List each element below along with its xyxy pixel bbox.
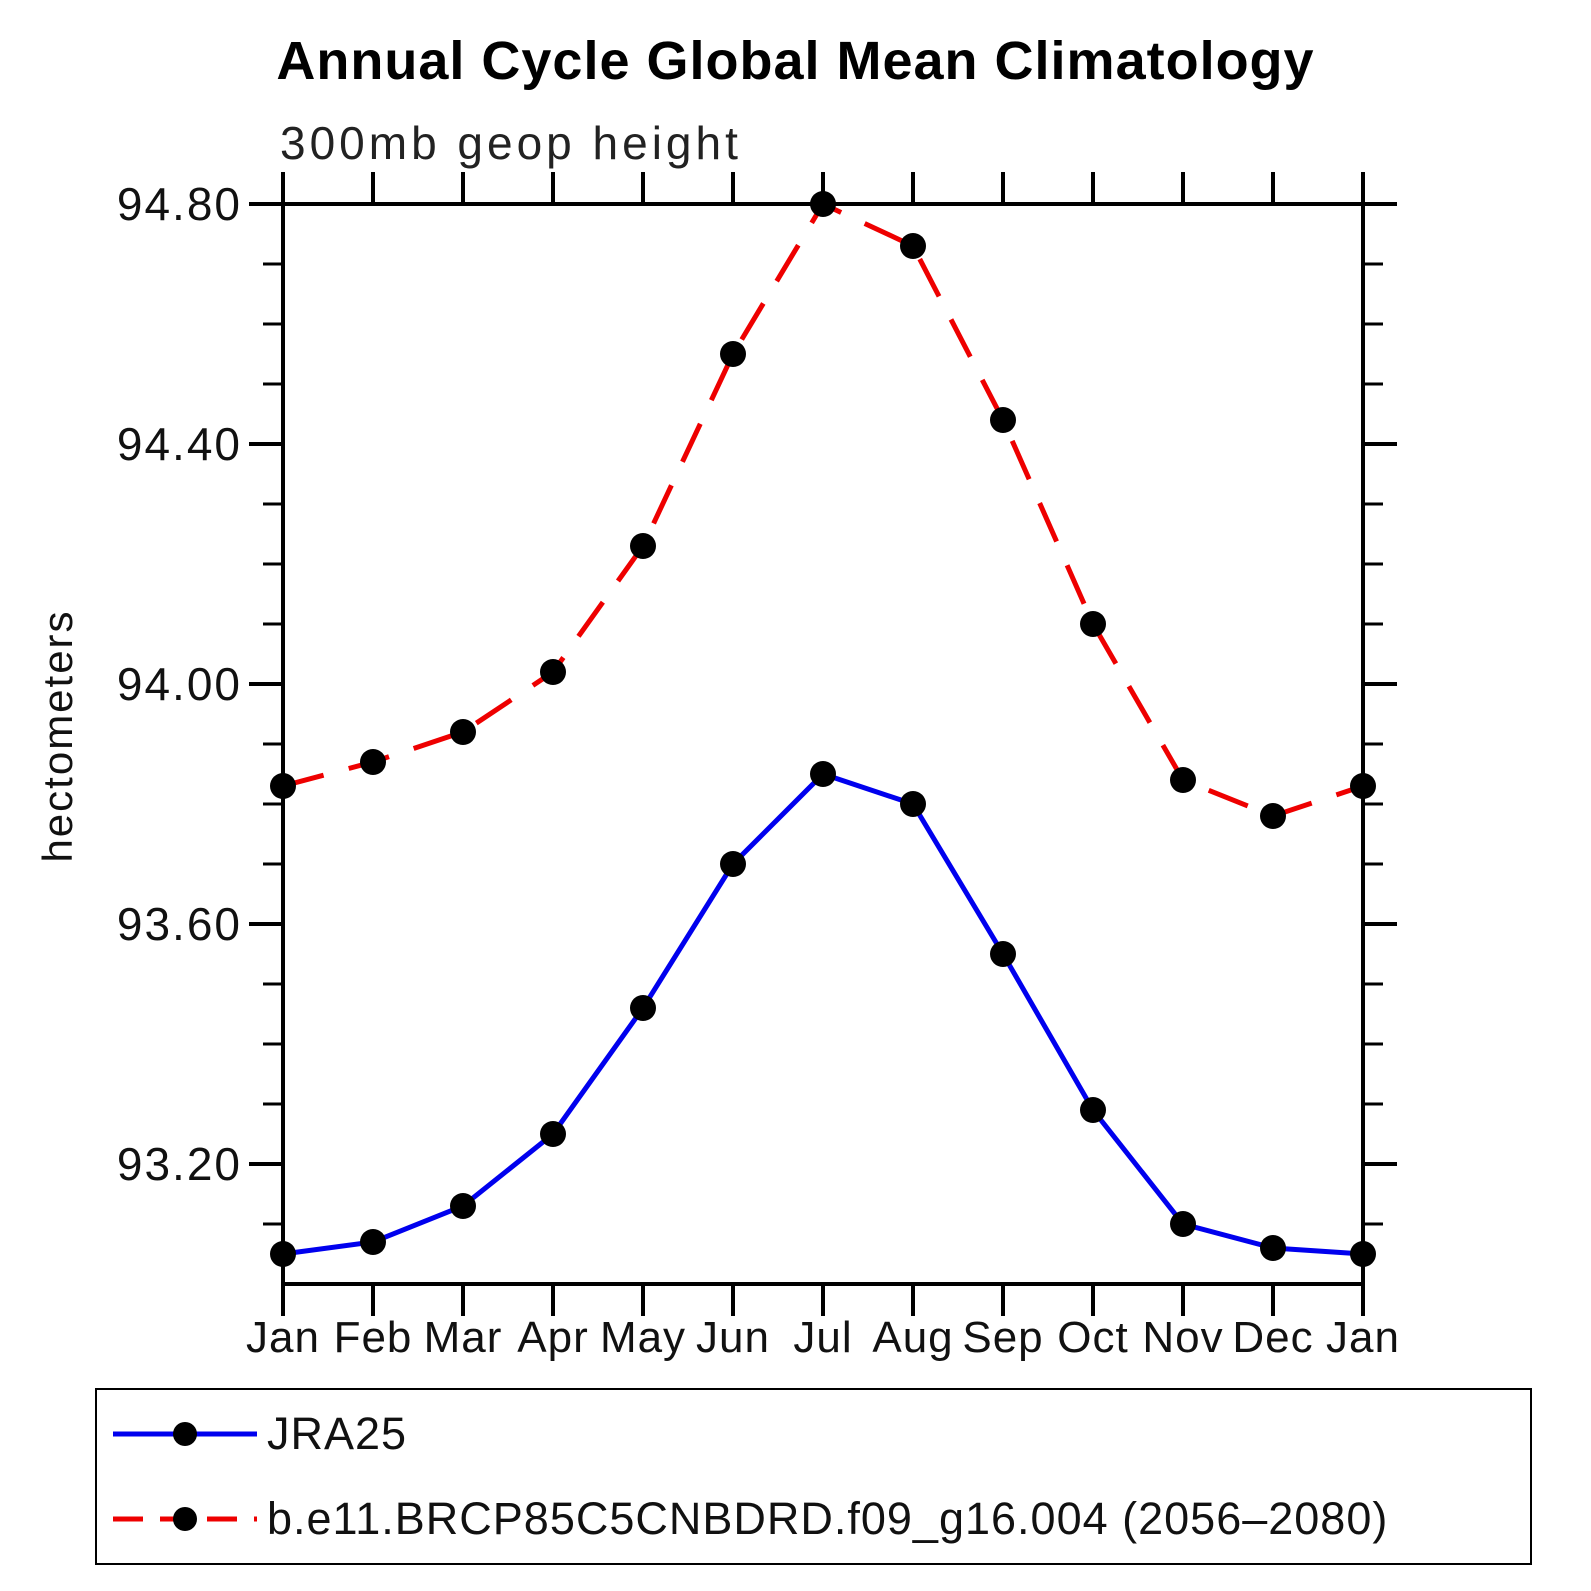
x-tick-label: Dec (1232, 1313, 1313, 1362)
data-point-1-5 (720, 341, 746, 367)
x-tick-label: Jun (696, 1313, 770, 1362)
data-point-0-8 (990, 941, 1016, 967)
data-point-0-2 (450, 1193, 476, 1219)
y-tick-label: 94.00 (117, 658, 242, 710)
y-tick-label: 93.20 (117, 1138, 242, 1190)
legend-entry-model: b.e11.BRCP85C5CNBDRD.f09_g16.004 (2056–2… (97, 1479, 1530, 1559)
data-point-1-9 (1080, 611, 1106, 637)
data-point-1-4 (630, 533, 656, 559)
data-point-0-11 (1260, 1235, 1286, 1261)
data-point-0-7 (900, 791, 926, 817)
x-tick-label: Feb (334, 1313, 413, 1362)
data-point-0-5 (720, 851, 746, 877)
x-tick-label: May (600, 1313, 686, 1362)
data-point-1-12 (1350, 773, 1376, 799)
data-point-1-1 (360, 749, 386, 775)
legend-sample-line-dashed (113, 1506, 257, 1531)
data-point-1-7 (900, 233, 926, 259)
x-tick-label: Nov (1142, 1313, 1223, 1362)
legend-entry-jra25: JRA25 (97, 1394, 1530, 1474)
chart-title: Annual Cycle Global Mean Climatology (276, 31, 1315, 91)
data-point-1-0 (270, 773, 296, 799)
x-tick-label: Apr (517, 1313, 588, 1362)
series-line-1 (282, 200, 1364, 819)
data-point-0-9 (1080, 1097, 1106, 1123)
legend-label-jra25: JRA25 (267, 1408, 408, 1460)
data-point-0-0 (270, 1241, 296, 1267)
legend-box: JRA25 b.e11.BRCP85C5CNBDRD.f09_g16.004 (… (95, 1388, 1532, 1565)
plot-frame (281, 202, 1365, 1286)
x-tick-label: Jul (793, 1313, 852, 1362)
data-point-0-10 (1170, 1211, 1196, 1237)
y-tick-label: 94.80 (117, 178, 242, 230)
y-tick-label: 94.40 (117, 418, 242, 470)
chart-subtitle: 300mb geop height (280, 117, 742, 169)
x-tick-label: Oct (1057, 1313, 1128, 1362)
x-tick-label: Aug (872, 1313, 953, 1362)
data-point-0-3 (540, 1121, 566, 1147)
data-point-0-6 (810, 761, 836, 787)
legend-label-model: b.e11.BRCP85C5CNBDRD.f09_g16.004 (2056–2… (267, 1492, 1389, 1544)
data-point-0-1 (360, 1229, 386, 1255)
data-point-1-6 (810, 191, 836, 217)
data-point-0-12 (1350, 1241, 1376, 1267)
x-tick-label: Jan (246, 1313, 320, 1362)
legend-sample-line-solid (113, 1422, 257, 1447)
series-line-0 (282, 771, 1364, 1257)
x-tick-label: Mar (424, 1313, 503, 1362)
data-point-1-10 (1170, 767, 1196, 793)
y-tick-label: 93.60 (117, 898, 242, 950)
data-point-1-2 (450, 719, 476, 745)
x-tick-label: Jan (1326, 1313, 1400, 1362)
data-point-1-8 (990, 407, 1016, 433)
data-point-1-3 (540, 659, 566, 685)
x-tick-label: Sep (962, 1313, 1043, 1362)
data-point-0-4 (630, 995, 656, 1021)
data-point-1-11 (1260, 803, 1286, 829)
